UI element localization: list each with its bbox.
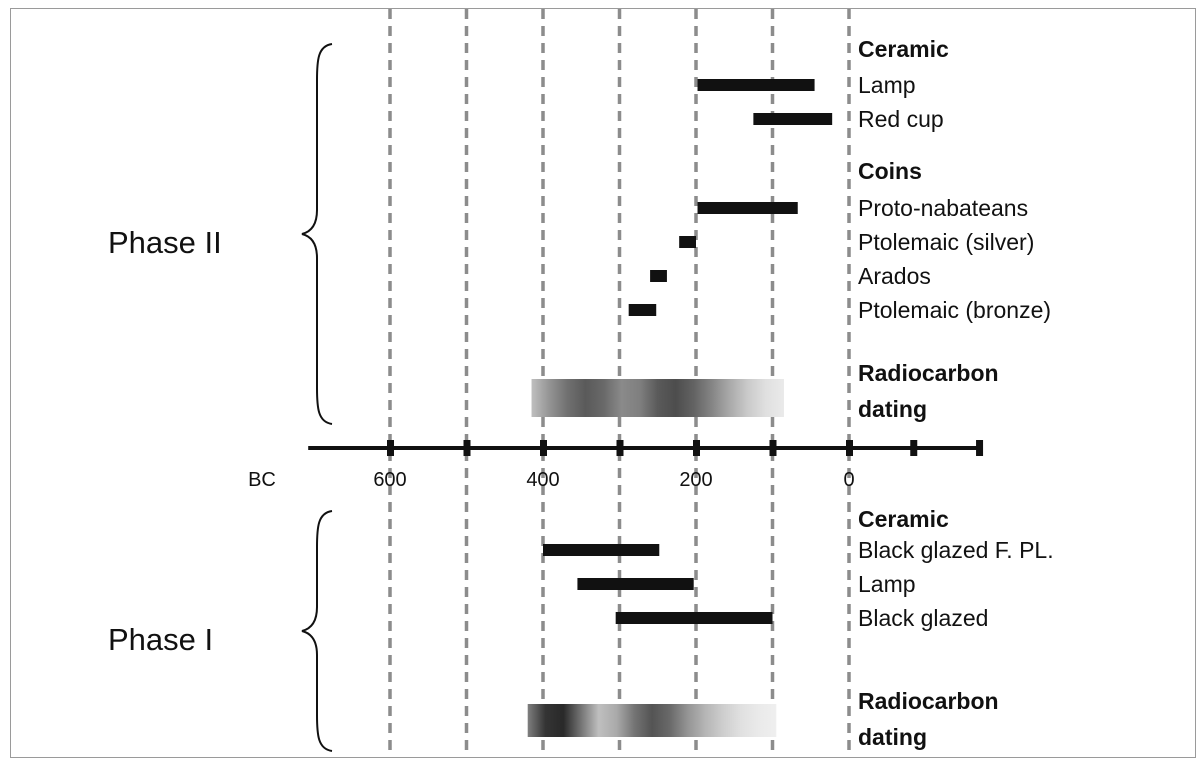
phase-1: Phase II Ceramic Lamp Red cup Coins Proto-nab…	[108, 36, 1051, 425]
axis-tick-200	[693, 440, 700, 456]
radiocarbon-band	[527, 704, 777, 737]
date-range-bar	[577, 578, 694, 590]
item-label: Proto-nabateans	[858, 195, 1028, 221]
group-title: Coins	[858, 158, 922, 184]
item-label: Lamp	[858, 72, 916, 98]
phase-brace	[301, 510, 333, 752]
phase-label: Phase II	[108, 225, 222, 260]
date-range-bar	[543, 544, 660, 556]
radiocarbon-title: dating	[858, 396, 927, 422]
phase-label: Phase I	[108, 622, 213, 657]
date-range-bar	[628, 304, 657, 316]
date-range-bar	[753, 113, 833, 125]
axis-tick-500	[463, 440, 471, 456]
radiocarbon-band	[531, 379, 784, 417]
axis-tick-label-400: 400	[526, 469, 559, 491]
item-label: Lamp	[858, 571, 916, 597]
axis-tick-400	[540, 440, 547, 456]
date-range-bar	[697, 202, 798, 214]
chart-frame: BC 600 400 200 0 Phase II Ceramic Lamp Red cup C…	[10, 8, 1196, 758]
item-label: Red cup	[858, 106, 944, 132]
item-label: Ptolemaic (silver)	[858, 229, 1034, 255]
time-axis: BC 600 400 200 0	[248, 440, 984, 491]
item-label: Black glazed F. PL.	[858, 537, 1054, 563]
axis-tick-label-200: 200	[679, 469, 712, 491]
group-title: Ceramic	[858, 36, 949, 62]
date-range-bar	[615, 612, 773, 624]
item-label: Black glazed	[858, 605, 988, 631]
timeline-chart: BC 600 400 200 0 Phase II Ceramic Lamp Red cup C…	[108, 9, 1054, 757]
axis-tick--170	[976, 440, 984, 456]
axis-tick-label-600: 600	[373, 469, 406, 491]
phase-2: Phase I Ceramic Black glazed F. PL. Lamp Bla…	[108, 506, 1054, 752]
phases: Phase II Ceramic Lamp Red cup Coins Proto-nab…	[108, 36, 1054, 752]
item-label: Ptolemaic (bronze)	[858, 297, 1051, 323]
radiocarbon-title: dating	[858, 724, 927, 750]
axis-tick-300	[616, 440, 624, 456]
date-range-bar	[697, 79, 815, 91]
phase-brace	[301, 43, 333, 425]
date-range-bar	[679, 236, 696, 248]
axis-tick-100	[769, 440, 777, 456]
radiocarbon-title: Radiocarbon	[858, 688, 999, 714]
axis-tick-600	[387, 440, 394, 456]
radiocarbon-title: Radiocarbon	[858, 360, 999, 386]
axis-tick-label-0: 0	[843, 469, 854, 491]
group-title: Ceramic	[858, 506, 949, 532]
date-range-bar	[650, 270, 667, 282]
axis-tick--84	[910, 440, 918, 456]
axis-tick-0	[846, 440, 853, 456]
item-label: Arados	[858, 263, 931, 289]
axis-era-label: BC	[248, 469, 276, 491]
